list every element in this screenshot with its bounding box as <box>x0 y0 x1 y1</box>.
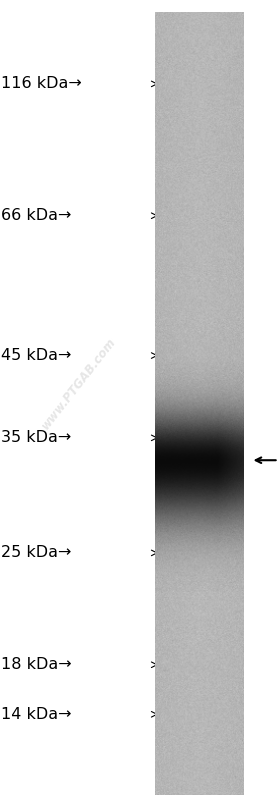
Text: 66 kDa→: 66 kDa→ <box>1 209 72 223</box>
Text: 25 kDa→: 25 kDa→ <box>1 546 72 560</box>
Text: 35 kDa→: 35 kDa→ <box>1 431 72 445</box>
Text: 45 kDa→: 45 kDa→ <box>1 348 72 363</box>
Text: 14 kDa→: 14 kDa→ <box>1 707 72 721</box>
Text: www.PTGAB.com: www.PTGAB.com <box>39 335 118 432</box>
Text: 116 kDa→: 116 kDa→ <box>1 77 82 91</box>
Text: 18 kDa→: 18 kDa→ <box>1 658 72 672</box>
